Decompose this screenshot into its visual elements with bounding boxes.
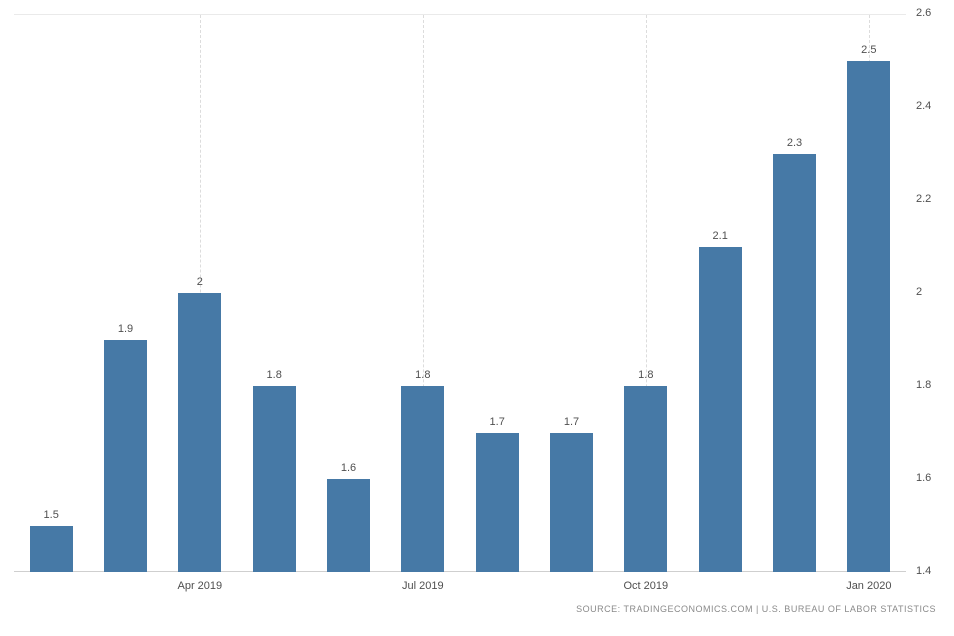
y-tick-label: 2.2 (916, 193, 931, 205)
source-label: SOURCE: TRADINGECONOMICS.COM | U.S. BURE… (576, 604, 936, 614)
bar (401, 386, 444, 572)
y-tick-label: 2.4 (916, 100, 931, 112)
x-tick-label: Oct 2019 (606, 580, 686, 592)
bar (253, 386, 296, 572)
bar-value-label: 1.6 (322, 462, 375, 474)
bar (624, 386, 667, 572)
x-tick-label: Apr 2019 (160, 580, 240, 592)
bar (327, 479, 370, 572)
bar (550, 433, 593, 573)
bar-value-label: 2.1 (694, 230, 747, 242)
bar-value-label: 1.7 (471, 416, 524, 428)
bar-value-label: 2.5 (842, 44, 895, 56)
bar-value-label: 1.8 (619, 369, 672, 381)
y-tick-label: 1.6 (916, 472, 931, 484)
bar (847, 61, 890, 573)
bar-value-label: 1.8 (396, 369, 449, 381)
bar-value-label: 1.9 (99, 323, 152, 335)
bar (476, 433, 519, 573)
x-tick-label: Jul 2019 (383, 580, 463, 592)
y-tick-label: 2.6 (916, 7, 931, 19)
chart: 1.5 1.9 2 1.8 1.6 1.8 1.7 1.7 1.8 2.1 2.3 2.5 SOURC… (0, 0, 954, 636)
bar (773, 154, 816, 573)
y-tick-label: 2 (916, 286, 922, 298)
bar (30, 526, 73, 573)
plot-area: 1.5 1.9 2 1.8 1.6 1.8 1.7 1.7 1.8 2.1 2.3 2.5 (14, 14, 906, 572)
bar-value-label: 1.7 (545, 416, 598, 428)
y-tick-label: 1.4 (916, 565, 931, 577)
bar-value-label: 1.5 (25, 509, 78, 521)
bar-value-label: 1.8 (248, 369, 301, 381)
bar-value-label: 2 (173, 276, 226, 288)
y-tick-label: 1.8 (916, 379, 931, 391)
bar-value-label: 2.3 (768, 137, 821, 149)
x-tick-label: Jan 2020 (829, 580, 909, 592)
bar (104, 340, 147, 573)
bar (178, 293, 221, 572)
bar (699, 247, 742, 573)
